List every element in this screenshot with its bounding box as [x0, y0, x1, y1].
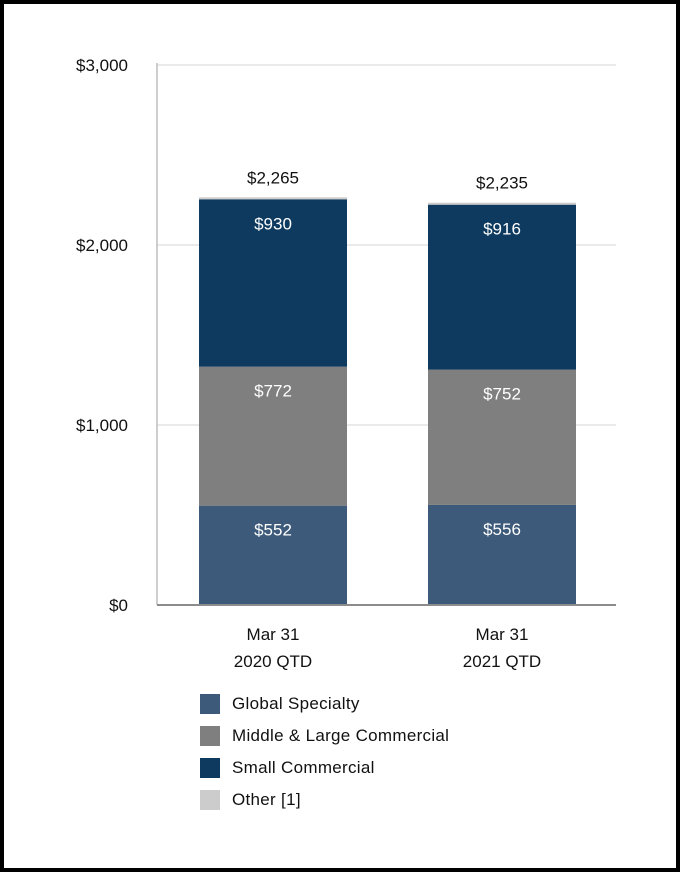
data-label: $752 [483, 385, 521, 404]
data-label: $930 [254, 214, 292, 233]
legend-item: Other [1] [200, 784, 449, 816]
bar-segment [428, 202, 576, 205]
legend-label: Other [1] [232, 790, 301, 809]
bar-segment [428, 204, 576, 370]
legend-swatch [200, 726, 220, 746]
data-label: $552 [254, 521, 292, 540]
bar-segment [199, 505, 347, 605]
y-tick-label: $1,000 [76, 416, 128, 435]
y-tick-label: $0 [109, 596, 128, 615]
x-tick-label: 2021 QTD [463, 652, 541, 671]
data-label: $772 [254, 382, 292, 401]
legend-item: Middle & Large Commercial [200, 720, 449, 752]
legend-label: Global Specialty [232, 694, 360, 713]
legend-label: Small Commercial [232, 758, 375, 777]
legend-swatch [200, 694, 220, 714]
y-tick-label: $2,000 [76, 236, 128, 255]
data-label: $556 [483, 520, 521, 539]
legend-swatch [200, 790, 220, 810]
legend-item: Small Commercial [200, 752, 449, 784]
total-label: $2,265 [247, 168, 299, 187]
legend-label: Middle & Large Commercial [232, 726, 450, 745]
bar-segment [428, 369, 576, 505]
x-tick-label: 2020 QTD [234, 652, 312, 671]
legend-item: Global Specialty [200, 688, 449, 720]
data-label: $916 [483, 220, 521, 239]
x-tick-label: Mar 31 [247, 625, 300, 644]
bar-segment [199, 199, 347, 367]
legend-swatch [200, 758, 220, 778]
chart-legend: Global Specialty Middle & Large Commercia… [200, 688, 449, 816]
bar-segment [199, 197, 347, 200]
bar-segment [199, 366, 347, 506]
y-tick-label: $3,000 [76, 56, 128, 75]
x-tick-label: Mar 31 [476, 625, 529, 644]
bar-segment [428, 504, 576, 605]
total-label: $2,235 [476, 174, 528, 193]
